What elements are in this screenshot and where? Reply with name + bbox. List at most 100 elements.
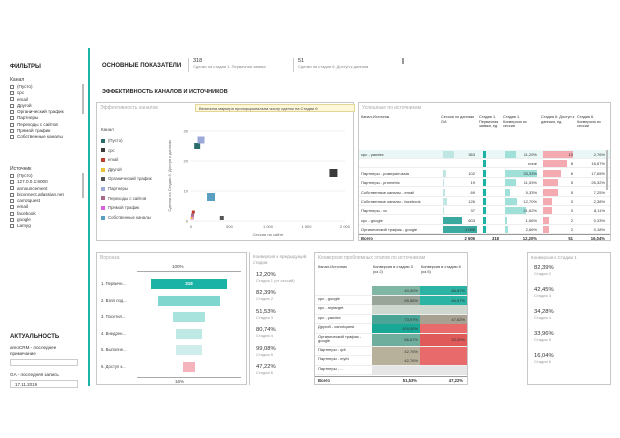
legend-item[interactable]: cpc <box>101 146 186 156</box>
table-row[interactable]: Органический трафик - google 1 090 2,66% 2 0… <box>359 225 610 235</box>
filter-option[interactable]: email <box>10 204 85 210</box>
conversion-kpi: 80,74% Стадия 4 <box>256 327 310 345</box>
legend-item[interactable]: Собственные каналы <box>101 213 186 223</box>
funnel-bar[interactable] <box>182 361 196 372</box>
legend-label: cpc <box>108 147 115 153</box>
filter-option[interactable]: carrotquest <box>10 198 85 204</box>
filter-option[interactable]: Органический трафик <box>10 109 85 115</box>
scatter-point[interactable] <box>194 143 201 149</box>
column-header[interactable]: Стадия 6. Конверсия из сессии <box>577 115 601 129</box>
checkbox[interactable] <box>10 180 14 185</box>
column-header[interactable]: Стадия 6. Доступ к данным, ед. <box>541 115 575 124</box>
filter-option[interactable]: Партнеры <box>10 115 85 121</box>
checkbox[interactable] <box>10 103 14 108</box>
checkbox[interactable] <box>10 122 14 127</box>
table-row[interactable]: 40,00% 66,67% <box>315 286 467 296</box>
column-header[interactable]: Канал-Источник <box>318 264 347 269</box>
checkbox[interactable] <box>10 186 14 191</box>
filter-option[interactable]: Lamyg <box>10 223 85 229</box>
column-header[interactable]: Конверсия в стадию 6 (из 5) <box>421 264 461 274</box>
table-row[interactable]: cpc - yandex 363 11,29% 10 2,76% <box>359 150 610 159</box>
legend-item[interactable]: Органический трафик <box>101 174 186 184</box>
legend-item[interactable]: (Пусто) <box>101 136 186 146</box>
conv-prev-card: Конверсия к предыдущей стадии 12,20% Стад… <box>249 252 308 385</box>
filter-option[interactable]: Собственные каналы <box>10 134 85 140</box>
filter-option[interactable]: Прямой трафик <box>10 128 85 134</box>
table-row[interactable]: Собственные каналы - email 69 5,33% 5 7,25% <box>359 188 610 197</box>
filter-option[interactable]: facebook <box>10 211 85 217</box>
checkbox[interactable] <box>10 109 14 114</box>
legend-item[interactable]: Другой <box>101 165 186 175</box>
scrollbar[interactable] <box>82 84 84 114</box>
legend-item[interactable]: Переходы с сайтов <box>101 194 186 204</box>
funnel-bar[interactable] <box>176 328 202 339</box>
column-header[interactable]: Стадия 1. Конверсия из сессии <box>503 115 527 129</box>
table-row[interactable]: Партнеры - vc 37 21,62% 3 8,11% <box>359 206 610 216</box>
table-row[interactable]: Органический трафик - google 66,67% 20,00% <box>315 333 467 347</box>
table-row[interactable]: none 8 16,67% <box>359 159 610 169</box>
table-row[interactable]: cpc - google 603 1,66% 2 0,33% <box>359 216 610 225</box>
legend-item[interactable]: Партнеры <box>101 184 186 194</box>
filter-option[interactable]: Переходы с сайтов <box>10 122 85 128</box>
table-cell: 5 <box>570 180 573 186</box>
column-header[interactable]: Канал-Источник <box>361 115 390 119</box>
scatter-point[interactable] <box>207 193 216 201</box>
funnel-bar[interactable]: 318 <box>151 279 227 289</box>
column-header[interactable]: Сессии по данным GA <box>441 115 475 124</box>
column-header[interactable]: Стадия 1. Первичная заявка, ед. <box>479 115 499 129</box>
scatter-point[interactable] <box>219 216 224 220</box>
checkbox[interactable] <box>10 217 14 222</box>
filter-option[interactable]: google <box>10 217 85 223</box>
total-cell: 51,53% <box>402 378 417 383</box>
filter-option[interactable]: cpc <box>10 90 85 96</box>
scatter-point[interactable] <box>191 210 195 214</box>
scrollbar[interactable] <box>606 150 608 190</box>
table-cell: 126 <box>468 199 475 204</box>
table-row[interactable]: Партнеры - mybi 42,76% <box>315 356 467 366</box>
filter-option[interactable]: (Пусто) <box>10 173 85 179</box>
checkbox[interactable] <box>10 116 14 121</box>
scatter-point[interactable] <box>191 213 195 217</box>
checkbox[interactable] <box>10 198 14 203</box>
table-row[interactable]: Партнеры - ... <box>315 365 467 375</box>
legend-item[interactable]: Прямой трафик <box>101 203 186 213</box>
checkbox[interactable] <box>10 135 14 140</box>
funnel-bar[interactable] <box>173 312 205 322</box>
checkbox[interactable] <box>10 192 14 197</box>
checkbox[interactable] <box>10 97 14 102</box>
table-row[interactable]: cpc - google 55,56% 66,67% <box>315 295 467 305</box>
table-row[interactable]: cpc - yandex 73,97% 47,62% <box>315 314 467 324</box>
filter-option[interactable]: (Пусто) <box>10 84 85 90</box>
scrollbar[interactable] <box>82 173 84 198</box>
filter-option[interactable]: Другой <box>10 103 85 109</box>
table-row[interactable]: Партнеры - ромера/russia 102 33,33% 6 17,65% <box>359 169 610 178</box>
filter-option[interactable]: 127.0.0.1:8000 <box>10 179 85 185</box>
conversion-value: 82,39% <box>256 290 276 297</box>
scatter-point[interactable] <box>190 217 193 219</box>
column-header[interactable]: Конверсия в стадию 3 (из 2) <box>373 264 413 274</box>
checkbox[interactable] <box>10 211 14 216</box>
scatter-point[interactable] <box>329 169 338 177</box>
checkbox[interactable] <box>10 128 14 133</box>
filter-option-label: (Пусто) <box>17 84 33 89</box>
scatter-point[interactable] <box>197 136 205 144</box>
legend-item[interactable]: email <box>101 155 186 165</box>
funnel-bar[interactable] <box>176 345 202 355</box>
checkbox[interactable] <box>10 91 14 96</box>
table-row[interactable]: Партнеры - prometric 19 11,53% 5 26,32% <box>359 178 610 188</box>
table-row[interactable]: Партнеры - qdi 42,76% <box>315 346 467 356</box>
checkbox[interactable] <box>10 224 14 229</box>
legend-swatch <box>101 177 105 182</box>
filter-option[interactable]: email <box>10 97 85 103</box>
filter-option[interactable]: biconnect.atlassian.net <box>10 192 85 198</box>
checkbox[interactable] <box>10 205 14 210</box>
funnel-bar[interactable] <box>157 295 221 306</box>
checkbox[interactable] <box>10 84 14 89</box>
filter-option[interactable]: announcement <box>10 186 85 192</box>
table-row[interactable]: Собственные каналы - facebook 126 12,70% 3 2… <box>359 197 610 206</box>
checkbox[interactable] <box>10 173 14 178</box>
kpi-separator <box>293 58 294 72</box>
table-row[interactable]: Другой - carrotquest 100,00% <box>315 324 467 334</box>
table-row[interactable]: cpc - mytarget <box>315 305 467 315</box>
problem-total: Всего 51,53% 47,22% <box>315 376 467 384</box>
